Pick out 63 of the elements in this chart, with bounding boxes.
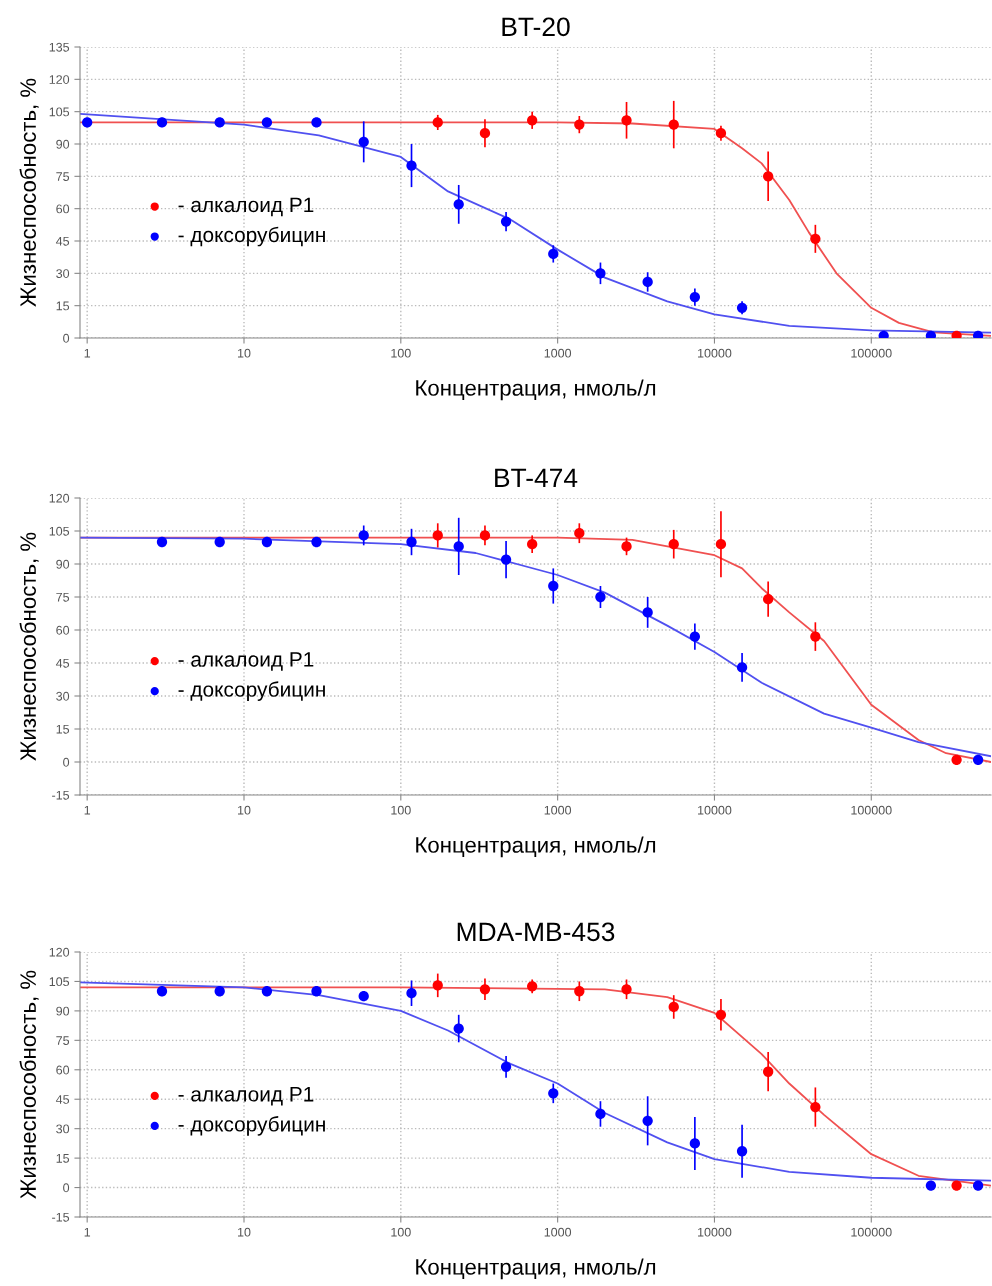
y-tick-label: -15 [52, 790, 70, 800]
x-axis-title: Концентрация, нмоль/л [416, 836, 656, 858]
x-tick-label: 1 [84, 1227, 91, 1237]
y-tick-label: 30 [56, 691, 70, 701]
y-tick-label: -15 [52, 1212, 70, 1222]
y-tick-label: 60 [56, 1065, 70, 1075]
y-tick-label: 45 [55, 658, 70, 668]
chart-title: BT-474 [495, 468, 578, 487]
y-tick-label: 135 [49, 42, 70, 52]
x-tick-label: 100 [391, 1227, 411, 1237]
y-tick-label: 15 [56, 1154, 70, 1163]
x-tick-label: 10000 [698, 1227, 732, 1237]
legend-label: - алкалоид P1 [178, 652, 314, 671]
y-tick-label: 60 [56, 625, 70, 635]
x-tick-label: 10000 [698, 805, 732, 815]
y-axis-title: Жизнеспособность, % [19, 970, 39, 1199]
legend-label: - доксорубицин [178, 1116, 325, 1136]
y-tick-label: 90 [56, 559, 70, 569]
y-tick-label: 30 [56, 1124, 70, 1134]
x-tick-label: 10000 [698, 348, 732, 358]
x-tick-label: 1 [84, 805, 91, 815]
y-tick-label: 75 [56, 172, 70, 181]
y-tick-label: 105 [49, 526, 70, 536]
y-tick-label: 15 [56, 724, 70, 734]
y-tick-label: 90 [56, 139, 70, 149]
y-tick-label: 60 [56, 204, 70, 214]
y-tick-label: 75 [56, 1036, 70, 1045]
x-tick-label: 1000 [544, 348, 572, 358]
legend-label: - доксорубицин [178, 226, 325, 247]
y-axis-title: Жизнеспособность, % [19, 78, 39, 307]
x-tick-label: 10 [238, 805, 251, 815]
y-tick-label: 120 [49, 947, 70, 957]
y-tick-label: 45 [55, 236, 70, 246]
y-tick-label: 45 [55, 1095, 70, 1104]
x-tick-label: 100000 [851, 805, 892, 815]
legend-label: - алкалоид P1 [178, 1087, 314, 1106]
x-tick-label: 100000 [851, 348, 892, 358]
chart-title: BT-20 [502, 17, 570, 37]
y-tick-label: 0 [63, 333, 70, 343]
x-tick-label: 1000 [544, 805, 572, 815]
x-tick-label: 100 [391, 348, 411, 358]
legend-label: - алкалоид P1 [178, 197, 314, 217]
y-tick-label: 90 [56, 1006, 70, 1016]
y-axis-title: Жизнеспособность, % [19, 532, 39, 761]
y-tick-label: 30 [56, 269, 70, 278]
y-tick-label: 75 [56, 592, 70, 602]
x-tick-label: 100 [391, 805, 411, 815]
y-tick-label: 105 [49, 107, 70, 117]
y-tick-label: 120 [49, 75, 70, 84]
y-tick-label: 105 [49, 977, 70, 987]
x-tick-label: 10 [238, 1227, 251, 1237]
x-axis-title: Концентрация, нмоль/л [416, 379, 656, 401]
x-axis-title: Концентрация, нмоль/л [416, 1258, 656, 1280]
y-tick-label: 120 [49, 493, 70, 503]
y-tick-label: 0 [63, 757, 70, 767]
x-tick-label: 1000 [544, 1227, 572, 1237]
chart-title: MDA-MB-453 [457, 922, 615, 942]
x-tick-label: 10 [238, 348, 251, 358]
legend-label: - доксорубицин [178, 681, 325, 701]
y-tick-label: 0 [63, 1183, 70, 1193]
y-tick-label: 15 [56, 301, 70, 311]
x-tick-label: 100000 [851, 1227, 892, 1237]
x-tick-label: 1 [84, 348, 91, 358]
